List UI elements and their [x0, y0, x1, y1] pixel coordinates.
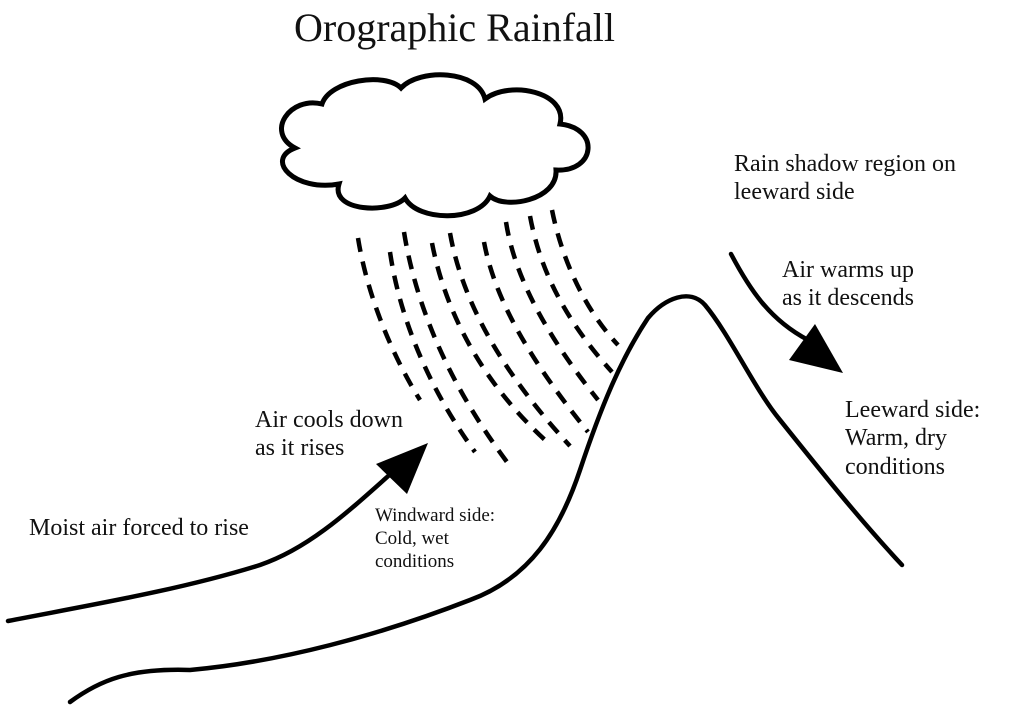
diagram-title: Orographic Rainfall	[294, 5, 615, 50]
mountain-outline	[67, 294, 905, 705]
moist-air-label: Moist air forced to rise	[29, 514, 249, 542]
windward-line1: Windward side:	[375, 505, 496, 526]
arrow-down-right-icon	[728, 251, 843, 373]
air-cools-line1: Air cools down	[255, 407, 403, 433]
cloud-icon	[279, 72, 591, 219]
arrow-up-right-icon	[5, 443, 428, 624]
rain-shadow-line1: Rain shadow region on	[734, 151, 956, 177]
rain-shadow-line2: leeward side	[734, 179, 855, 206]
leeward-line1: Leeward side:	[845, 397, 981, 423]
moist-air-line1: Moist air forced to rise	[29, 515, 249, 541]
air-cools-line2: as it rises	[255, 435, 345, 462]
leeward-line2: Warm, dry	[845, 425, 948, 452]
windward-label: Windward side: Cold, wet conditions	[375, 505, 495, 573]
leeward-label: Leeward side: Warm, dry conditions	[845, 396, 980, 481]
air-warms-line2: as it descends	[782, 285, 914, 312]
air-warms-label: Air warms up as it descends	[782, 256, 914, 313]
windward-line3: conditions	[375, 550, 455, 572]
rain-dashes	[355, 209, 620, 468]
rain-shadow-label: Rain shadow region on leeward side	[734, 150, 956, 207]
windward-line2: Cold, wet	[375, 527, 449, 549]
air-warms-line1: Air warms up	[782, 257, 914, 283]
air-cools-label: Air cools down as it rises	[255, 406, 403, 463]
leeward-line3: conditions	[845, 453, 945, 480]
